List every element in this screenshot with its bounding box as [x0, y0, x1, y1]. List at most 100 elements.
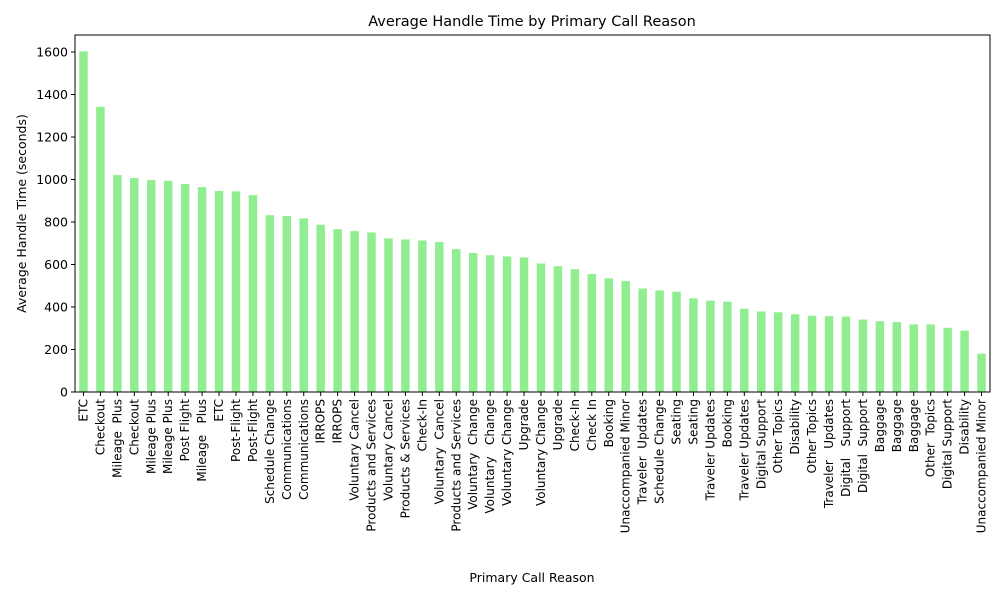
x-tick-label: IRROPS — [314, 399, 328, 444]
x-tick-label: Upgrade — [551, 399, 565, 450]
x-tick-label: Traveler Updates — [822, 399, 836, 509]
bar — [113, 175, 122, 392]
x-tick-label: Mileage Plus — [144, 399, 158, 474]
x-tick-label: Seating — [670, 399, 684, 445]
x-tick-label: Unaccompanied Minor — [619, 399, 633, 533]
bar — [841, 316, 851, 392]
y-axis-label: Average Handle Time (seconds) — [14, 114, 29, 313]
y-tick-label: 1400 — [36, 87, 68, 102]
x-tick-label: Upgrade — [517, 399, 531, 450]
x-tick-label: Mileage Plus — [110, 399, 124, 478]
bar — [384, 238, 393, 392]
x-tick-label: Schedule Change — [263, 399, 277, 504]
bar — [214, 190, 224, 392]
x-tick-label: Check In — [585, 399, 599, 451]
bar — [265, 215, 275, 392]
bar — [807, 315, 817, 392]
x-tick-label: Booking — [720, 399, 734, 447]
x-tick-label: Digital Support — [754, 399, 768, 489]
x-tick-label: Other Topics — [771, 399, 785, 473]
bar — [96, 106, 105, 392]
bar — [621, 281, 630, 392]
x-tick-label: Mileage Plus — [161, 399, 175, 474]
x-tick-label: Post Flight — [178, 399, 192, 462]
x-tick-label: Products & Services — [398, 399, 412, 518]
x-tick-label: Communications — [280, 399, 294, 500]
x-tick-label: Voluntary Change — [500, 399, 514, 506]
bar — [248, 195, 258, 392]
y-tick-label: 800 — [44, 215, 68, 230]
x-tick-label: Checkout — [93, 399, 107, 455]
x-axis: ETC Checkout Mileage Plus Checkout Mileage P… — [76, 392, 989, 533]
x-tick-label: Disability — [788, 399, 802, 455]
x-tick-label: Digital Support — [839, 399, 853, 497]
bar — [147, 180, 156, 392]
x-tick-label: Voluntary Change — [466, 399, 480, 510]
bar — [536, 263, 546, 392]
bar — [604, 278, 613, 392]
bar — [350, 231, 359, 392]
bar — [316, 224, 325, 392]
y-tick-label: 0 — [60, 385, 68, 400]
bar — [418, 240, 427, 392]
x-tick-label: Mileage Plus — [195, 399, 209, 482]
chart-title: Average Handle Time by Primary Call Reas… — [368, 14, 696, 30]
x-tick-label: Booking — [602, 399, 616, 447]
bar — [689, 298, 698, 392]
y-tick-label: 1600 — [36, 45, 68, 60]
x-tick-label: Checkout — [127, 399, 141, 455]
x-tick-label: IRROPS — [331, 399, 345, 444]
bar — [502, 256, 512, 392]
bar — [757, 311, 766, 392]
x-tick-label: Baggage — [873, 399, 887, 452]
bar — [130, 178, 139, 392]
x-tick-label: Traveler Updates — [636, 399, 650, 505]
bar — [909, 324, 918, 392]
bar — [943, 327, 952, 392]
y-tick-label: 200 — [44, 342, 68, 357]
y-tick-label: 600 — [44, 257, 68, 272]
bar — [367, 232, 376, 392]
x-tick-label: Post-Flight — [246, 399, 260, 462]
x-tick-label: Products and Services — [449, 399, 463, 532]
bar — [892, 322, 902, 392]
bar — [858, 319, 868, 392]
bar — [587, 274, 597, 392]
bar — [977, 353, 986, 392]
x-tick-label: Baggage — [907, 399, 921, 452]
bar — [468, 253, 478, 392]
bar — [435, 241, 444, 392]
bar — [553, 266, 563, 392]
bar — [231, 191, 241, 392]
bar — [79, 51, 88, 393]
bar — [197, 187, 207, 392]
bar — [960, 330, 969, 392]
x-tick-label: Voluntary Cancel — [432, 399, 446, 505]
bar — [655, 290, 664, 392]
x-tick-label: Voluntary Cancel — [381, 399, 395, 501]
bar — [180, 183, 190, 392]
x-tick-label: Baggage — [890, 399, 904, 452]
x-tick-label: Products and Services — [365, 399, 379, 532]
bar — [875, 321, 885, 392]
x-tick-label: Check-In — [568, 399, 582, 451]
bar — [282, 216, 292, 392]
x-tick-label: Digital Support — [941, 399, 955, 489]
x-tick-label: Other Topics — [805, 399, 819, 473]
bar — [519, 257, 529, 392]
x-tick-label: Other Topics — [924, 399, 938, 477]
bar — [723, 301, 732, 392]
bar — [299, 218, 308, 392]
bar — [401, 239, 410, 392]
bar — [672, 291, 681, 392]
x-tick-label: Voluntary Change — [534, 399, 548, 506]
bar — [706, 300, 715, 393]
x-tick-label: Seating — [686, 399, 700, 445]
x-axis-label: Primary Call Reason — [469, 570, 594, 585]
bar — [485, 255, 495, 392]
bar — [452, 249, 461, 392]
x-tick-label: Traveler Updates — [737, 399, 751, 502]
x-tick-label: Post-Flight — [229, 399, 243, 462]
bars-group — [79, 51, 986, 393]
